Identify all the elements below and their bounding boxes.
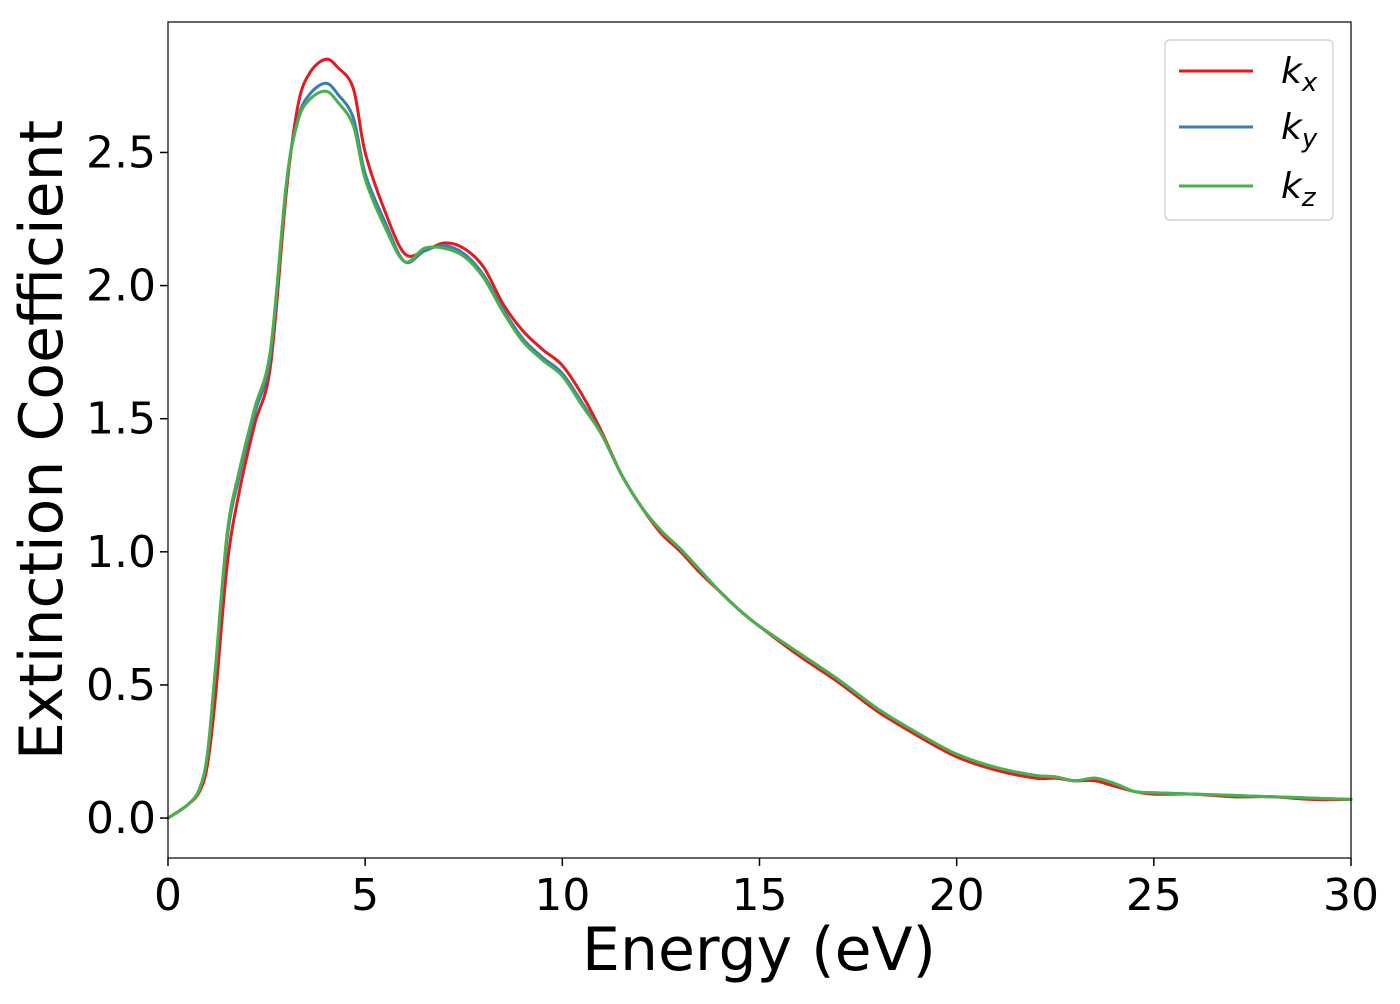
x-tick-label: 15 — [732, 870, 788, 921]
y-tick-label: 0.0 — [86, 793, 156, 844]
y-tick-label: 1.5 — [86, 394, 156, 445]
x-tick-label: 25 — [1126, 870, 1182, 921]
y-axis-ticks: 0.0 0.5 1.0 1.5 2.0 2.5 — [86, 127, 168, 844]
x-tick-label: 0 — [154, 870, 182, 921]
x-tick-label: 30 — [1323, 870, 1379, 921]
x-axis-ticks: 0 5 10 15 20 25 30 — [154, 858, 1379, 921]
y-tick-label: 2.5 — [86, 127, 156, 178]
y-tick-label: 1.0 — [86, 527, 156, 578]
x-axis-title: Energy (eV) — [582, 915, 936, 985]
series-layer — [166, 57, 1353, 820]
series-line-z — [166, 89, 1353, 820]
y-axis-title: Extinction Coefficient — [7, 120, 77, 760]
y-tick-label: 2.0 — [86, 261, 156, 312]
x-tick-label: 20 — [929, 870, 985, 921]
x-tick-label: 5 — [351, 870, 379, 921]
y-tick-label: 0.5 — [86, 660, 156, 711]
x-tick-label: 10 — [534, 870, 590, 921]
legend-frame — [1164, 39, 1334, 221]
